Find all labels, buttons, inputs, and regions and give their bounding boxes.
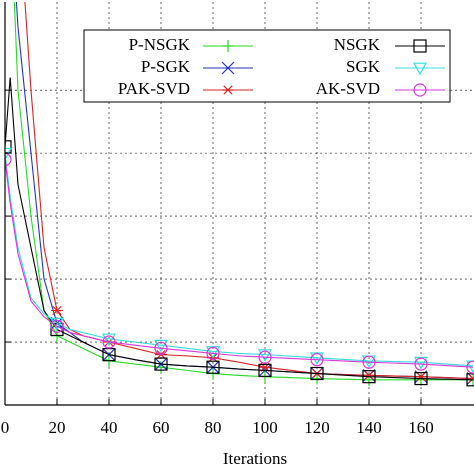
x-tick-label: 120 (304, 418, 330, 437)
marker (5, 140, 12, 154)
marker (221, 61, 235, 75)
x-axis-label: Iterations (223, 449, 287, 468)
marker (412, 62, 428, 76)
marker (363, 370, 375, 381)
marker (413, 39, 427, 53)
marker (362, 355, 376, 369)
marker (258, 350, 272, 364)
x-tick-label: 40 (101, 418, 118, 437)
marker (309, 352, 325, 366)
marker (222, 85, 234, 95)
marker (310, 353, 324, 367)
marker (222, 40, 234, 52)
marker (467, 373, 474, 384)
legend-label: AK-SVD (316, 79, 380, 98)
marker (51, 305, 63, 316)
series-line (5, 159, 474, 368)
x-tick-label: 100 (252, 418, 278, 437)
marker (362, 370, 376, 384)
marker (413, 83, 427, 97)
marker (153, 339, 169, 353)
legend-label: NSGK (334, 35, 381, 54)
marker (258, 363, 272, 377)
marker (154, 357, 168, 371)
marker (102, 335, 116, 349)
series-line (5, 153, 474, 367)
marker (206, 360, 220, 374)
ticks: 0 20 40 60 80 100 120 140 160 (1, 89, 434, 437)
legend: P-NSGK P-SGK PAK-SVD NSGK SGK AK-SVD (83, 29, 451, 103)
series-line (5, 77, 474, 381)
legend-label: SGK (346, 57, 381, 76)
marker (414, 371, 428, 386)
x-tick-label: 80 (205, 418, 222, 437)
x-tick-label: 60 (153, 418, 170, 437)
x-tick-label: 0 (1, 418, 10, 437)
marker (154, 341, 168, 355)
marker (311, 372, 323, 385)
marker (206, 346, 220, 360)
marker (414, 357, 428, 371)
marker (415, 373, 427, 386)
x-tick-label: 160 (408, 418, 434, 437)
marker (205, 346, 221, 359)
marker (413, 356, 429, 370)
legend-label: P-SGK (141, 57, 191, 76)
marker (466, 360, 474, 374)
legend-box (83, 29, 451, 103)
marker (101, 333, 117, 347)
marker (257, 349, 273, 362)
x-tick-label: 20 (49, 418, 66, 437)
marker (415, 372, 427, 382)
marker (5, 152, 12, 167)
legend-label: PAK-SVD (118, 79, 190, 98)
marker (310, 366, 324, 381)
marker (155, 361, 167, 374)
marker (50, 319, 64, 333)
plot (5, 2, 474, 387)
x-tick-label: 140 (356, 418, 382, 437)
legend-label: P-NSGK (129, 35, 191, 54)
